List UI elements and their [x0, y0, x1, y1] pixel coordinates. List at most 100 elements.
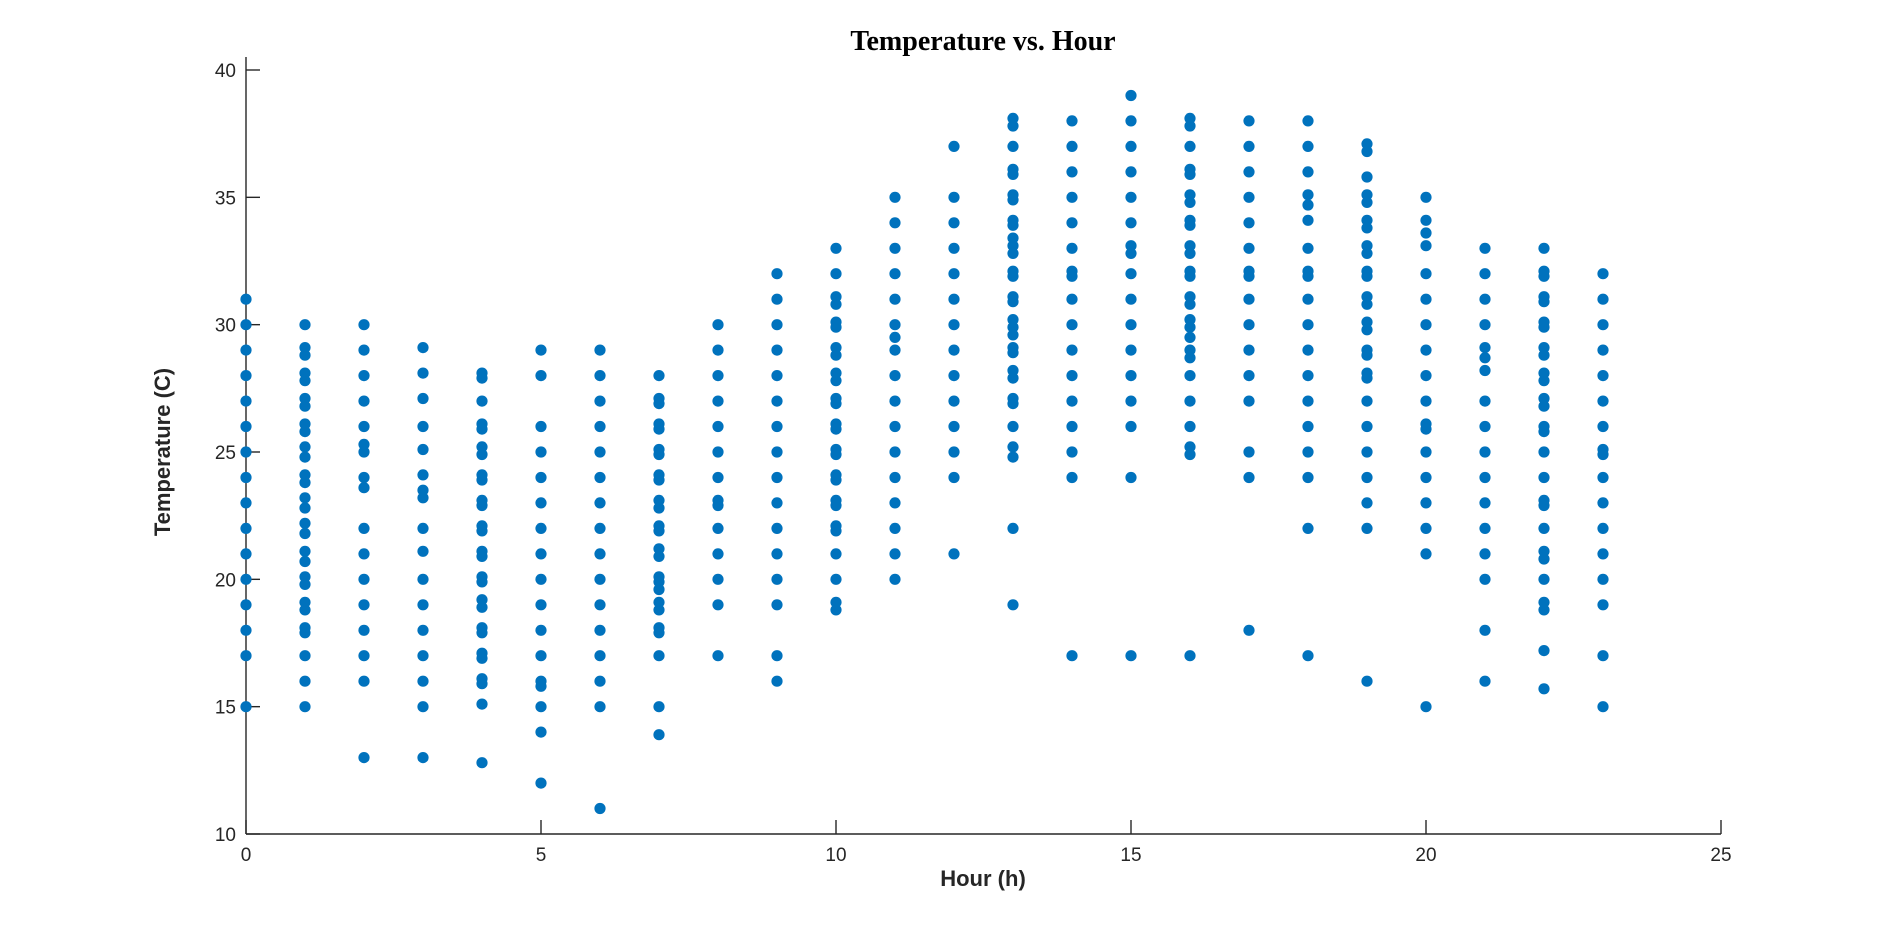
data-point [830, 448, 842, 461]
data-point [1538, 499, 1550, 512]
data-point [1007, 420, 1019, 433]
data-point [240, 293, 252, 305]
data-point [1184, 298, 1196, 310]
data-point [1066, 217, 1078, 229]
data-point [889, 548, 901, 560]
data-point [1184, 650, 1196, 662]
data-point [1243, 217, 1255, 229]
data-point [299, 627, 311, 639]
data-point [771, 650, 783, 662]
data-point [1243, 140, 1255, 152]
data-point [1420, 214, 1432, 226]
data-point [1184, 240, 1196, 252]
data-point [299, 555, 311, 568]
data-point [594, 344, 606, 356]
data-point [889, 370, 901, 382]
data-point [417, 522, 429, 535]
data-point [1597, 471, 1609, 484]
data-point [1420, 423, 1432, 435]
data-point [1066, 420, 1078, 433]
data-point [535, 522, 547, 535]
data-point [948, 420, 960, 433]
data-point [1184, 247, 1196, 259]
data-point [1243, 370, 1255, 382]
data-point [653, 370, 665, 382]
y-tick-label: 15 [215, 698, 236, 719]
data-point [771, 420, 783, 433]
data-point [299, 701, 311, 713]
data-point [830, 375, 842, 387]
data-point [830, 242, 842, 254]
data-point [1479, 395, 1491, 407]
data-point [1538, 426, 1550, 438]
data-point [1125, 247, 1137, 259]
data-point [889, 331, 901, 343]
data-point [417, 469, 429, 481]
data-point [1243, 191, 1255, 203]
data-point [594, 573, 606, 585]
data-point [1007, 247, 1019, 259]
data-point [653, 502, 665, 514]
y-tick-label: 10 [215, 825, 236, 846]
data-point [1538, 645, 1550, 657]
data-point [1361, 222, 1373, 234]
data-point [889, 319, 901, 331]
data-point [712, 573, 724, 585]
data-point [1597, 420, 1609, 433]
data-point [476, 678, 488, 690]
data-point [1361, 675, 1373, 687]
data-point [1420, 548, 1432, 560]
data-point [299, 578, 311, 591]
data-point [417, 599, 429, 611]
data-point [358, 471, 370, 484]
data-point [1302, 199, 1314, 211]
data-point [535, 573, 547, 585]
data-point [358, 344, 370, 356]
data-point [240, 344, 252, 356]
data-point [1066, 319, 1078, 331]
data-point [1007, 168, 1019, 180]
data-point [1597, 548, 1609, 560]
data-point [948, 293, 960, 305]
data-point [771, 446, 783, 458]
data-point [1066, 395, 1078, 407]
data-point [1243, 270, 1255, 282]
data-point [830, 268, 842, 280]
data-point [1302, 189, 1314, 201]
data-point [1007, 120, 1019, 132]
data-point [535, 624, 547, 636]
data-point [594, 420, 606, 433]
data-point [299, 492, 311, 504]
data-point [1125, 268, 1137, 280]
data-point [1361, 324, 1373, 336]
data-point [299, 426, 311, 438]
data-point [299, 400, 311, 412]
data-point [1479, 471, 1491, 484]
data-point [1125, 370, 1137, 382]
data-point [1538, 522, 1550, 535]
data-point [948, 140, 960, 152]
data-point [535, 777, 547, 789]
data-point [535, 370, 547, 382]
data-point [1243, 115, 1255, 127]
data-point [948, 395, 960, 407]
data-point [771, 522, 783, 535]
data-point [476, 423, 488, 435]
data-point [1184, 120, 1196, 132]
data-point [1479, 268, 1491, 280]
data-point [594, 370, 606, 382]
data-point [1361, 497, 1373, 509]
data-point [1361, 298, 1373, 310]
data-point [889, 242, 901, 254]
data-point [1066, 242, 1078, 254]
data-point [1302, 293, 1314, 305]
data-point [1420, 344, 1432, 356]
data-point [830, 573, 842, 585]
data-point [1420, 497, 1432, 509]
data-point [1243, 446, 1255, 458]
data-point [417, 752, 429, 764]
data-point [594, 548, 606, 560]
data-point [1538, 683, 1550, 695]
data-point [1184, 321, 1196, 333]
